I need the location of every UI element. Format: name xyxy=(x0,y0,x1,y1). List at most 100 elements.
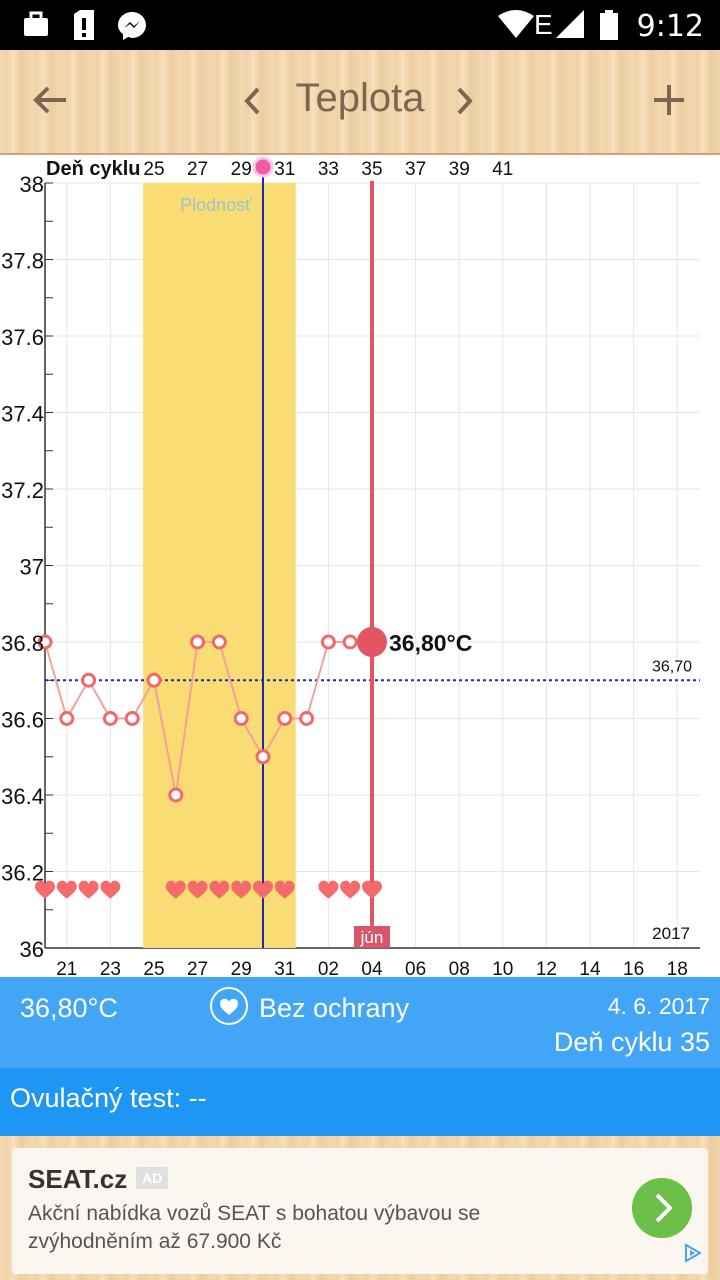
date-tick: 14 xyxy=(579,959,601,977)
briefcase-icon xyxy=(24,11,48,36)
y-tick-label: 37.8 xyxy=(1,249,44,274)
y-tick-label: 37.4 xyxy=(1,402,44,427)
heart-icon xyxy=(209,880,230,899)
y-tick-label: 37.2 xyxy=(1,478,44,503)
y-tick-label: 36.2 xyxy=(1,861,44,886)
temperature-point[interactable] xyxy=(190,634,206,650)
cycle-axis-label-bg xyxy=(45,155,141,181)
heart-icon xyxy=(78,880,99,899)
baseline-label: 36,70 xyxy=(652,658,692,675)
temperature-point[interactable] xyxy=(342,634,358,650)
selected-temperature-point[interactable] xyxy=(357,627,387,657)
date-tick: 04 xyxy=(361,959,383,977)
battery-icon xyxy=(600,10,618,40)
heart-icon xyxy=(340,880,361,899)
fertile-window xyxy=(143,183,296,948)
ad-arrow-icon[interactable] xyxy=(632,1178,692,1238)
y-tick-label: 37.6 xyxy=(1,325,44,350)
month-label: jún xyxy=(360,928,384,947)
temperature-point[interactable] xyxy=(102,711,118,726)
ad-text[interactable]: Akční nabídka vozů SEAT s bohatou výbavo… xyxy=(28,1202,481,1253)
date-tick: 06 xyxy=(405,959,426,977)
cycle-axis-label: Deň cyklu xyxy=(46,158,140,180)
messenger-icon xyxy=(118,12,146,40)
date-tick: 08 xyxy=(449,959,470,977)
status-bar: E 9:12 xyxy=(0,0,720,50)
heart-icon xyxy=(274,880,295,899)
temperature-point[interactable] xyxy=(168,787,184,803)
temperature-point[interactable] xyxy=(233,711,249,726)
heart-icon xyxy=(231,880,252,899)
status-time: 9:12 xyxy=(636,9,704,44)
selected-temperature-label: 36,80°C xyxy=(389,630,472,656)
date-tick: 16 xyxy=(623,959,644,977)
arrow-back-icon[interactable] xyxy=(32,84,68,116)
temperature-point[interactable] xyxy=(124,711,140,726)
wifi-icon xyxy=(498,10,534,38)
temperature-point[interactable] xyxy=(320,634,336,650)
cycle-day-tick: 33 xyxy=(318,159,339,180)
ovulation-test-row[interactable]: Ovulačný test: -- xyxy=(0,1068,720,1136)
y-tick-label: 36.8 xyxy=(1,631,44,656)
y-tick-label: 38 xyxy=(20,172,44,197)
date-tick: 02 xyxy=(318,959,339,977)
ad-title[interactable]: SEAT.cz xyxy=(28,1164,128,1194)
date-tick: 21 xyxy=(56,959,77,977)
date-tick: 25 xyxy=(143,959,164,977)
temperature-point[interactable] xyxy=(277,711,293,726)
ovulation-marker xyxy=(252,156,274,178)
adchoices-icon[interactable] xyxy=(682,1242,704,1264)
y-tick-label: 36 xyxy=(20,937,44,962)
temperature-point[interactable] xyxy=(81,672,97,688)
month-label-box xyxy=(354,926,390,948)
sd-card-alert-icon xyxy=(74,10,94,40)
day-info-panel[interactable]: 36,80°C Bez ochrany 4. 6. 2017 Deň cyklu… xyxy=(0,977,720,1068)
temperature-point[interactable] xyxy=(211,634,227,650)
ad-banner[interactable]: SEAT.cz AD Akční nabídka vozů SEAT s boh… xyxy=(12,1148,708,1274)
heart-icon xyxy=(100,880,121,899)
heart-icon xyxy=(165,880,186,899)
temperature-chart[interactable]: Plodnosť 36 36.2 36.4 36.6 36.8 37 37.2 37.4 37.… xyxy=(0,155,720,977)
year-label: 2017 xyxy=(652,924,690,943)
temperature-point[interactable] xyxy=(59,711,75,726)
y-tick-label: 36.6 xyxy=(1,708,44,733)
fertile-label: Plodnosť xyxy=(180,195,252,215)
temperature-point[interactable] xyxy=(146,672,162,688)
date-tick: 29 xyxy=(231,959,252,977)
heart-icon xyxy=(210,987,248,1025)
cycle-day-tick: 39 xyxy=(449,159,470,180)
info-date: 4. 6. 2017 xyxy=(607,993,710,1019)
info-temperature: 36,80°C xyxy=(20,993,118,1023)
cycle-day-tick: 25 xyxy=(143,159,164,180)
cycle-day-tick: 29 xyxy=(231,159,252,180)
heart-icon xyxy=(362,880,382,899)
toolbar: Teplota xyxy=(0,50,720,155)
info-protection: Bez ochrany xyxy=(259,993,410,1023)
heart-icon xyxy=(253,880,273,899)
chevron-left-icon[interactable] xyxy=(242,86,262,116)
temperature-point[interactable] xyxy=(299,711,315,726)
y-tick-label: 37 xyxy=(20,555,44,580)
cycle-day-tick: 35 xyxy=(361,159,382,180)
cycle-day-tick: 27 xyxy=(187,159,208,180)
temperature-point[interactable] xyxy=(37,634,53,650)
heart-icon xyxy=(187,880,208,899)
signal-icon xyxy=(556,10,584,38)
date-tick: 27 xyxy=(187,959,208,977)
temperature-line xyxy=(44,641,372,796)
plus-icon[interactable] xyxy=(652,83,686,117)
date-tick: 10 xyxy=(492,959,513,977)
cycle-day-tick: 31 xyxy=(274,159,295,180)
temperature-point[interactable] xyxy=(255,749,271,765)
date-tick: 31 xyxy=(274,959,295,977)
cycle-day-tick: 37 xyxy=(405,159,426,180)
ad-badge: AD xyxy=(136,1167,169,1189)
heart-icon xyxy=(56,880,77,899)
y-tick-label: 36.4 xyxy=(1,784,44,809)
cycle-day-tick: 41 xyxy=(492,159,513,180)
date-tick: 23 xyxy=(100,959,121,977)
date-tick: 18 xyxy=(667,959,688,977)
chevron-right-icon[interactable] xyxy=(455,86,475,116)
heart-icon xyxy=(318,880,339,899)
page-title: Teplota xyxy=(295,76,425,120)
